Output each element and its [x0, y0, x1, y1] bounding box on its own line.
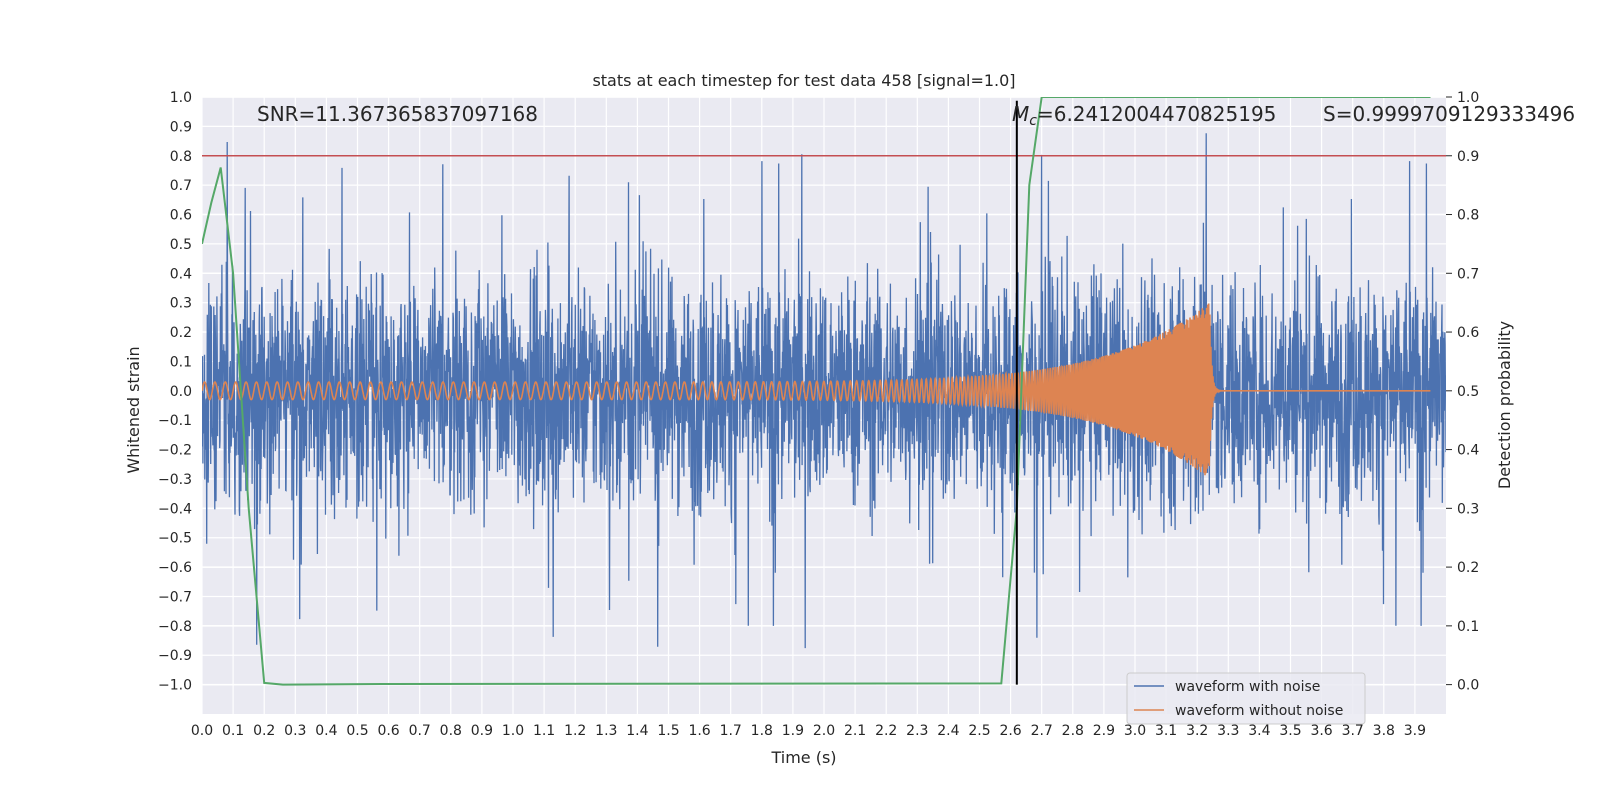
x-tick-label: 1.7 [720, 723, 742, 739]
left-y-tick-label: −1.0 [158, 678, 192, 694]
chirp-mass-annotation: Mc=6.2412004470825195 [1012, 102, 1276, 129]
left-y-tick-label: 0.2 [170, 325, 192, 341]
x-tick-label: 0.1 [222, 723, 244, 739]
left-y-tick-label: −0.6 [158, 560, 192, 576]
x-tick-label: 0.8 [440, 723, 462, 739]
detection-probability-line [202, 97, 1431, 686]
legend: waveform with noise waveform without noi… [1126, 672, 1366, 725]
left-y-tick-label: 0.9 [170, 119, 192, 135]
right-y-tick-label: 0.4 [1457, 443, 1479, 459]
chirp-mass-symbol: M [1012, 102, 1029, 126]
left-y-tick-label: 0.0 [170, 384, 192, 400]
x-tick-label: 2.7 [1031, 723, 1053, 739]
x-tick-label: 3.6 [1310, 723, 1332, 739]
x-tick-label: 3.0 [1124, 723, 1146, 739]
right-y-tick-label: 0.2 [1457, 560, 1479, 576]
x-tick-label: 0.5 [346, 723, 368, 739]
x-tick-label: 2.3 [906, 723, 928, 739]
left-y-axis-label: Whitened strain [124, 346, 143, 473]
x-tick-label: 1.5 [657, 723, 679, 739]
right-y-tick-label: 0.7 [1457, 266, 1479, 282]
x-tick-label: 0.3 [284, 723, 306, 739]
x-tick-label: 2.0 [813, 723, 835, 739]
left-y-tick-label: 0.4 [170, 266, 192, 282]
x-tick-label: 2.1 [844, 723, 866, 739]
right-y-tick-label: 0.9 [1457, 149, 1479, 165]
right-y-tick-label: 0.0 [1457, 678, 1479, 694]
s-annotation: S=0.9999709129333496 [1323, 102, 1575, 126]
x-axis-label: Time (s) [770, 748, 836, 767]
right-y-tick-label: 0.3 [1457, 501, 1479, 517]
x-tick-label: 3.7 [1342, 723, 1364, 739]
right-y-tick-label: 0.8 [1457, 208, 1479, 224]
left-y-tick-label: −0.3 [158, 472, 192, 488]
right-y-tick-label: 1.0 [1457, 90, 1479, 106]
left-y-tick-label: −0.4 [158, 501, 192, 517]
left-y-tick-label: 0.8 [170, 149, 192, 165]
waveform-with-noise-line [202, 133, 1446, 649]
x-tick-label: 0.4 [315, 723, 337, 739]
left-y-tick-label: 0.5 [170, 237, 192, 253]
left-y-tick-label: −0.2 [158, 443, 192, 459]
x-tick-label: 2.5 [968, 723, 990, 739]
x-tick-label: 1.4 [626, 723, 648, 739]
legend-label-noise: waveform with noise [1175, 679, 1320, 695]
x-tick-label: 3.2 [1186, 723, 1208, 739]
left-y-tick-label: −0.5 [158, 531, 192, 547]
x-tick-label: 2.9 [1093, 723, 1115, 739]
x-tick-label: 3.9 [1404, 723, 1426, 739]
x-tick-label: 1.6 [688, 723, 710, 739]
x-tick-label: 1.1 [533, 723, 555, 739]
x-tick-label: 3.5 [1279, 723, 1301, 739]
x-tick-label: 3.8 [1373, 723, 1395, 739]
left-y-tick-label: 0.7 [170, 178, 192, 194]
x-tick-label: 2.8 [1062, 723, 1084, 739]
left-y-tick-label: −0.7 [158, 589, 192, 605]
x-tick-label: 1.9 [782, 723, 804, 739]
left-y-tick-label: 0.1 [170, 354, 192, 370]
x-tick-label: 0.0 [191, 723, 213, 739]
left-y-tick-label: −0.1 [158, 413, 192, 429]
x-tick-label: 2.4 [937, 723, 959, 739]
waveform-without-noise-line [202, 303, 1431, 476]
left-y-tick-label: 1.0 [170, 90, 192, 106]
x-tick-label: 1.3 [595, 723, 617, 739]
left-y-tick-label: 0.3 [170, 296, 192, 312]
x-tick-label: 3.1 [1155, 723, 1177, 739]
series-layer [202, 97, 1446, 686]
x-tick-label: 1.0 [502, 723, 524, 739]
x-tick-label: 0.7 [409, 723, 431, 739]
left-y-tick-label: −0.9 [158, 648, 192, 664]
left-y-axis-ticks: 1.0 0.9 0.8 0.7 0.6 0.5 0.4 0.3 0.2 0.1 0.0 −0.1 −0.… [158, 90, 192, 694]
x-tick-label: 2.2 [875, 723, 897, 739]
x-axis-ticks: 0.0 0.1 0.2 0.3 0.4 0.5 0.6 0.7 0.8 0.9 1.0 1.1 1.2 1… [191, 723, 1426, 739]
right-y-axis-label: Detection probability [1495, 321, 1514, 489]
chirp-mass-subscript: c [1029, 113, 1037, 129]
right-y-axis-ticks: 1.0 0.9 0.8 0.7 0.6 0.5 0.4 0.3 0.2 0.1 0.0 [1446, 90, 1479, 694]
x-tick-label: 3.3 [1217, 723, 1239, 739]
right-y-tick-label: 0.6 [1457, 325, 1479, 341]
chirp-mass-value: =6.2412004470825195 [1037, 102, 1276, 126]
x-tick-label: 0.2 [253, 723, 275, 739]
left-y-tick-label: 0.6 [170, 208, 192, 224]
x-tick-label: 2.6 [999, 723, 1021, 739]
right-y-tick-label: 0.1 [1457, 619, 1479, 635]
x-tick-label: 0.9 [471, 723, 493, 739]
chart-title: stats at each timestep for test data 458… [592, 71, 1015, 90]
right-y-tick-label: 0.5 [1457, 384, 1479, 400]
x-tick-label: 1.8 [751, 723, 773, 739]
legend-box [1126, 672, 1366, 725]
x-tick-label: 3.4 [1248, 723, 1270, 739]
x-tick-label: 0.6 [377, 723, 399, 739]
x-tick-label: 1.2 [564, 723, 586, 739]
legend-label-clean: waveform without noise [1175, 703, 1343, 719]
left-y-tick-label: −0.8 [158, 619, 192, 635]
snr-annotation: SNR=11.367365837097168 [257, 102, 538, 126]
